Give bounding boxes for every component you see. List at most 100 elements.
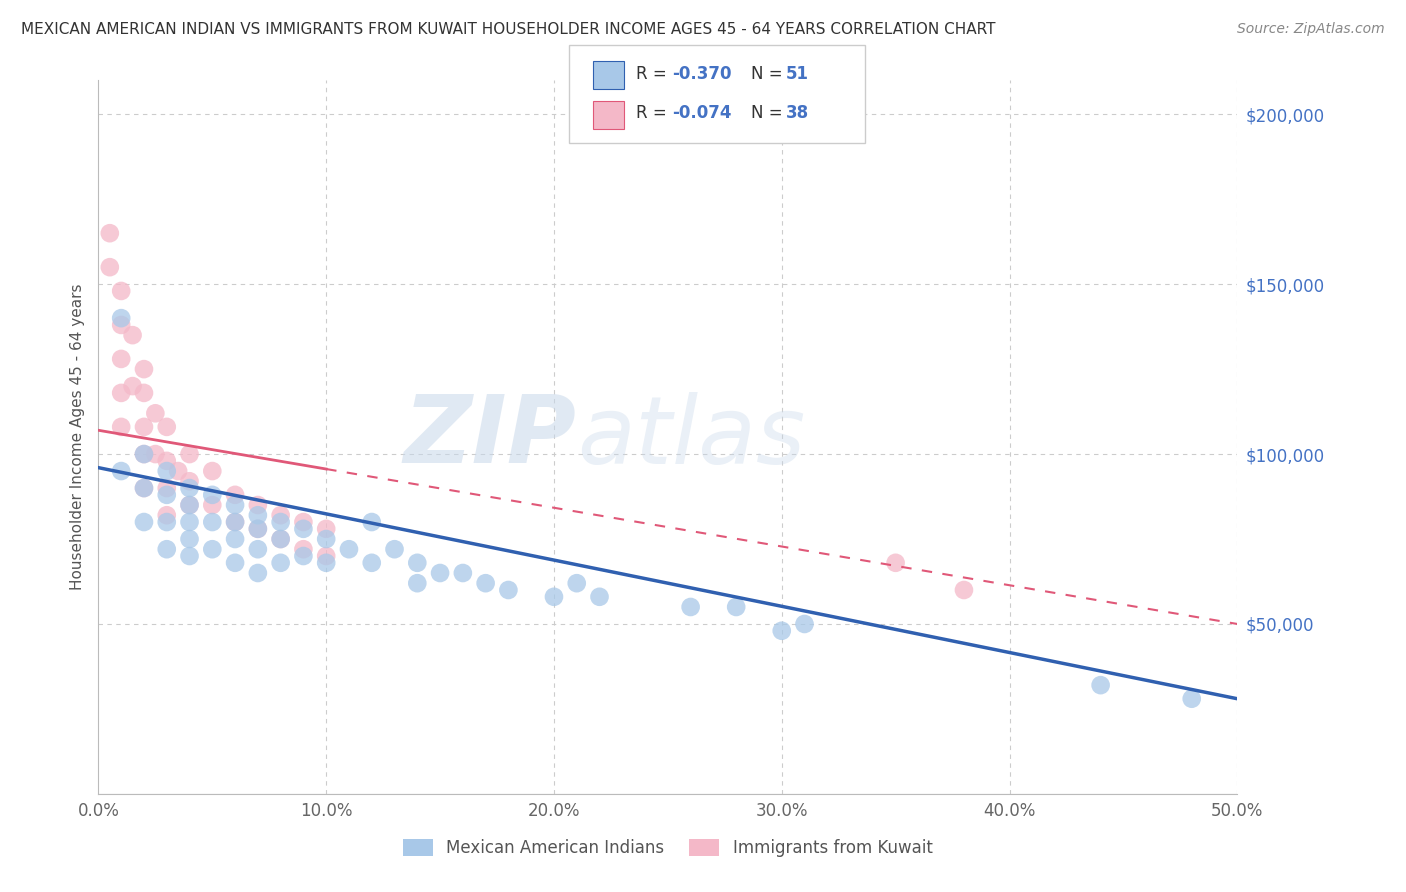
Point: [224, 556, 246, 570]
Point: [132, 481, 155, 495]
Point: [884, 556, 907, 570]
Text: -0.370: -0.370: [672, 65, 731, 83]
Point: [498, 582, 520, 597]
Point: [201, 542, 224, 557]
Point: [246, 498, 269, 512]
Point: [156, 481, 179, 495]
Point: [179, 532, 201, 546]
Legend: Mexican American Indians, Immigrants from Kuwait: Mexican American Indians, Immigrants fro…: [396, 832, 939, 864]
Point: [179, 498, 201, 512]
Point: [179, 475, 201, 489]
Point: [270, 556, 292, 570]
Point: [98, 260, 121, 275]
Point: [179, 549, 201, 563]
Point: [292, 549, 315, 563]
Point: [270, 532, 292, 546]
Point: [224, 488, 246, 502]
Point: [145, 447, 167, 461]
Point: [132, 420, 155, 434]
Point: [270, 508, 292, 523]
Text: N =: N =: [751, 104, 787, 122]
Point: [201, 515, 224, 529]
Y-axis label: Householder Income Ages 45 - 64 years: Householder Income Ages 45 - 64 years: [69, 284, 84, 591]
Point: [156, 542, 179, 557]
Point: [337, 542, 360, 557]
Point: [246, 522, 269, 536]
Point: [156, 508, 179, 523]
Point: [132, 385, 155, 400]
Point: [156, 515, 179, 529]
Point: [1090, 678, 1112, 692]
Point: [132, 481, 155, 495]
Point: [98, 226, 121, 240]
Point: [121, 379, 143, 393]
Text: R =: R =: [636, 104, 672, 122]
Point: [451, 566, 474, 580]
Point: [315, 532, 337, 546]
Point: [121, 328, 143, 343]
Point: [110, 385, 132, 400]
Point: [179, 498, 201, 512]
Point: [770, 624, 793, 638]
Point: [145, 406, 167, 420]
Text: ZIP: ZIP: [404, 391, 576, 483]
Text: -0.074: -0.074: [672, 104, 731, 122]
Text: MEXICAN AMERICAN INDIAN VS IMMIGRANTS FROM KUWAIT HOUSEHOLDER INCOME AGES 45 - 6: MEXICAN AMERICAN INDIAN VS IMMIGRANTS FR…: [21, 22, 995, 37]
Point: [246, 542, 269, 557]
Point: [179, 447, 201, 461]
Point: [360, 556, 382, 570]
Text: N =: N =: [751, 65, 787, 83]
Point: [543, 590, 565, 604]
Point: [565, 576, 588, 591]
Point: [315, 522, 337, 536]
Point: [1181, 691, 1204, 706]
Point: [132, 447, 155, 461]
Text: atlas: atlas: [576, 392, 806, 483]
Point: [156, 420, 179, 434]
Point: [429, 566, 451, 580]
Text: 51: 51: [786, 65, 808, 83]
Point: [224, 515, 246, 529]
Point: [224, 515, 246, 529]
Point: [110, 351, 132, 366]
Point: [110, 318, 132, 332]
Point: [725, 599, 748, 614]
Point: [201, 488, 224, 502]
Point: [201, 498, 224, 512]
Point: [246, 522, 269, 536]
Point: [179, 481, 201, 495]
Point: [406, 556, 429, 570]
Point: [384, 542, 406, 557]
Point: [270, 515, 292, 529]
Point: [167, 464, 190, 478]
Point: [201, 464, 224, 478]
Point: [110, 284, 132, 298]
Text: Source: ZipAtlas.com: Source: ZipAtlas.com: [1237, 22, 1385, 37]
Point: [156, 464, 179, 478]
Point: [270, 532, 292, 546]
Point: [588, 590, 610, 604]
Point: [315, 556, 337, 570]
Point: [360, 515, 382, 529]
Point: [224, 498, 246, 512]
Point: [292, 542, 315, 557]
Point: [292, 522, 315, 536]
Point: [132, 515, 155, 529]
Point: [474, 576, 496, 591]
Point: [110, 464, 132, 478]
Point: [132, 362, 155, 376]
Point: [156, 488, 179, 502]
Point: [679, 599, 702, 614]
Point: [406, 576, 429, 591]
Point: [953, 582, 976, 597]
Point: [315, 549, 337, 563]
Point: [292, 515, 315, 529]
Point: [132, 447, 155, 461]
Point: [246, 566, 269, 580]
Point: [110, 311, 132, 326]
Text: 38: 38: [786, 104, 808, 122]
Point: [179, 515, 201, 529]
Point: [793, 617, 815, 632]
Point: [246, 508, 269, 523]
Point: [110, 420, 132, 434]
